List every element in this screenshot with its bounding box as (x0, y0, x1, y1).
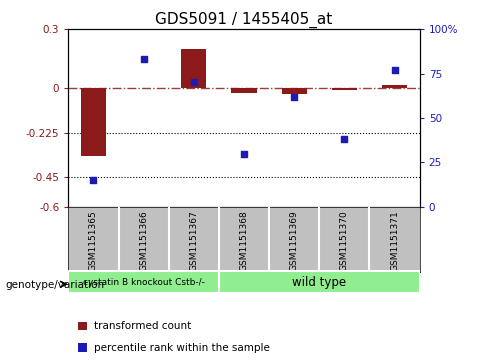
Bar (81, 88, 106, 155)
Text: percentile rank within the sample: percentile rank within the sample (94, 343, 269, 353)
Point (190, 79, 198, 85)
Bar (78, 322, 87, 330)
Bar (219, 272, 420, 293)
Bar (181, 49, 206, 88)
Text: GSM1151370: GSM1151370 (340, 210, 349, 271)
Bar (78, 343, 87, 352)
Text: GSM1151368: GSM1151368 (240, 210, 248, 271)
Text: transformed count: transformed count (94, 321, 191, 331)
Title: GDS5091 / 1455405_at: GDS5091 / 1455405_at (155, 12, 333, 28)
Text: GSM1151369: GSM1151369 (290, 210, 299, 271)
Point (140, 56, 147, 62)
Text: GSM1151371: GSM1151371 (390, 210, 399, 271)
Text: cystatin B knockout Cstb-/-: cystatin B knockout Cstb-/- (82, 278, 204, 287)
Point (89, 178, 97, 183)
Point (290, 94, 298, 99)
Text: genotype/variation: genotype/variation (5, 280, 104, 290)
Bar (231, 88, 257, 93)
Text: wild type: wild type (292, 276, 346, 289)
Bar (332, 88, 357, 90)
Text: GSM1151365: GSM1151365 (89, 210, 98, 271)
Point (341, 136, 348, 142)
Text: GSM1151366: GSM1151366 (139, 210, 148, 271)
Point (240, 151, 248, 156)
Text: GSM1151367: GSM1151367 (189, 210, 198, 271)
Bar (282, 88, 307, 94)
Point (391, 67, 399, 73)
Bar (382, 85, 407, 88)
Bar (68, 272, 219, 293)
